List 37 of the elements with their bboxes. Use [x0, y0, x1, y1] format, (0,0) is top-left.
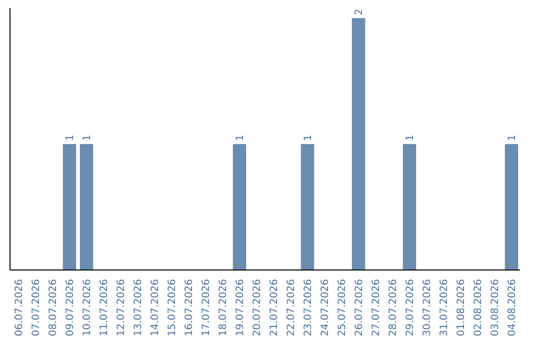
data-label: 1	[303, 134, 314, 142]
data-label: 1	[235, 134, 246, 142]
x-tick-label: 03.08.2026	[490, 279, 501, 336]
x-tick-label: 24.07.2026	[320, 279, 331, 336]
x-tick-label: 29.07.2026	[405, 279, 416, 336]
x-tick-label: 14.07.2026	[150, 279, 161, 336]
x-tick-label: 20.07.2026	[252, 279, 263, 336]
x-tick-label: 08.07.2026	[48, 279, 59, 336]
data-label: 1	[405, 134, 416, 142]
x-tick-label: 22.07.2026	[286, 279, 297, 336]
data-label: 1	[65, 134, 76, 142]
x-tick-label: 30.07.2026	[422, 279, 433, 336]
x-tick-label: 09.07.2026	[65, 279, 76, 336]
x-tick-label: 17.07.2026	[201, 279, 212, 336]
x-tick-label: 02.08.2026	[473, 279, 484, 336]
x-tick-label: 21.07.2026	[269, 279, 280, 336]
x-tick-label: 26.07.2026	[354, 279, 365, 336]
data-label: 2	[354, 8, 365, 16]
x-tick-label: 16.07.2026	[184, 279, 195, 336]
x-tick-label: 25.07.2026	[337, 279, 348, 336]
x-tick-label: 10.07.2026	[82, 279, 93, 336]
x-tick-label: 12.07.2026	[116, 279, 127, 336]
x-tick-label: 15.07.2026	[167, 279, 178, 336]
x-tick-label: 01.08.2026	[456, 279, 467, 336]
x-tick-label: 23.07.2026	[303, 279, 314, 336]
x-tick-label: 06.07.2026	[14, 279, 25, 336]
x-tick-label: 31.07.2026	[439, 279, 450, 336]
x-tick-label: 13.07.2026	[133, 279, 144, 336]
x-tick-label: 28.07.2026	[388, 279, 399, 336]
data-label: 1	[82, 134, 93, 142]
x-tick-label: 18.07.2026	[218, 279, 229, 336]
x-tick-label: 04.08.2026	[507, 279, 518, 336]
x-tick-label: 11.07.2026	[99, 279, 110, 336]
data-label: 1	[507, 134, 518, 142]
x-tick-label: 07.07.2026	[31, 279, 42, 336]
x-tick-label: 27.07.2026	[371, 279, 382, 336]
x-tick-label: 19.07.2026	[235, 279, 246, 336]
